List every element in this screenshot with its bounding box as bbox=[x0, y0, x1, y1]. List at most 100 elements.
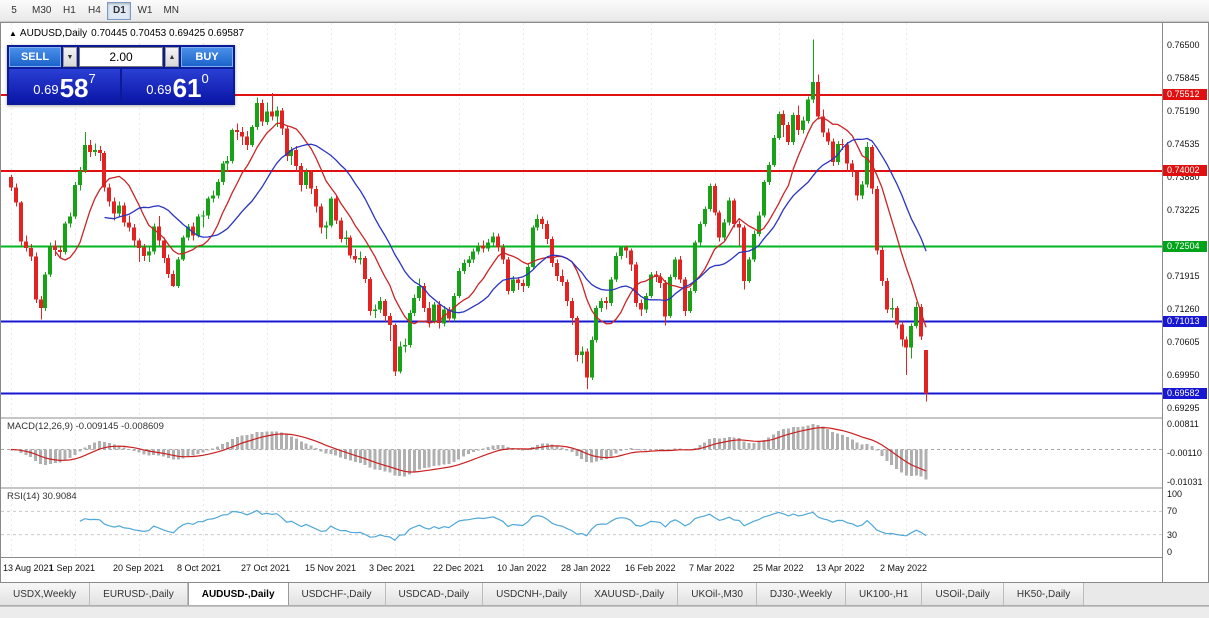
price-level-badge: 0.75512 bbox=[1163, 89, 1207, 100]
chart-ohlc-values: 0.70445 0.70453 0.69425 0.69587 bbox=[91, 28, 245, 39]
candlesticks bbox=[9, 39, 928, 402]
macd-axis-label: -0.01031 bbox=[1167, 477, 1203, 487]
price-level-badge: 0.72504 bbox=[1163, 241, 1207, 252]
horizontal-level-lines bbox=[1, 93, 1162, 395]
buy-price-major: 0.69 bbox=[146, 82, 172, 97]
macd-histogram bbox=[9, 424, 928, 480]
rsi-axis-label: 0 bbox=[1167, 547, 1173, 557]
price-tick: 0.71260 bbox=[1167, 304, 1200, 314]
chart-tabs-bar: USDX,Weekly EURUSD-,Daily AUDUSD-,Daily USD… bbox=[0, 583, 1209, 606]
sell-price-pips: 58 bbox=[59, 73, 89, 103]
chart-title: AUDUSD,Daily bbox=[19, 28, 88, 39]
panel-splitter[interactable] bbox=[1, 487, 1162, 489]
price-tick: 0.74535 bbox=[1167, 139, 1200, 149]
timeframe-button-h4[interactable]: H4 bbox=[82, 2, 106, 20]
chart-tab-audusd[interactable]: AUDUSD-,Daily bbox=[187, 583, 289, 605]
date-label: 13 Apr 2022 bbox=[816, 563, 865, 573]
price-level-badge: 0.74002 bbox=[1163, 165, 1207, 176]
chart-plots: ▲ AUDUSD,Daily 0.70445 0.70453 0.69425 0.6… bbox=[1, 23, 1162, 582]
price-tick: 0.75190 bbox=[1167, 106, 1200, 116]
volume-increase-button[interactable]: ▲ bbox=[165, 47, 179, 67]
macd-axis-label: 0.00811 bbox=[1167, 419, 1199, 429]
buy-price-pips: 61 bbox=[172, 73, 202, 103]
rsi-svg bbox=[1, 489, 1162, 557]
rsi-indicator-panel: RSI(14) 30.9084 bbox=[1, 489, 1162, 557]
timeframe-button-5[interactable]: 5 bbox=[2, 2, 26, 20]
price-tick: 0.69295 bbox=[1167, 403, 1200, 413]
volume-input[interactable] bbox=[79, 47, 163, 67]
buy-price-display[interactable]: 0.69 61 0 bbox=[122, 69, 233, 103]
timeframe-toolbar: 5 M30 H1 H4 D1 W1 MN bbox=[0, 0, 1209, 22]
sell-price-major: 0.69 bbox=[33, 82, 59, 97]
chart-tab-usdcad[interactable]: USDCAD-,Daily bbox=[385, 583, 484, 605]
chart-tab-ukoil[interactable]: UKOil-,M30 bbox=[678, 583, 757, 605]
sell-price-point: 7 bbox=[88, 71, 96, 86]
chart-header: ▲ AUDUSD,Daily 0.70445 0.70453 0.69425 0.6… bbox=[9, 28, 248, 39]
chart-tab-usdx[interactable]: USDX,Weekly bbox=[0, 583, 91, 605]
price-chart-panel: ▲ AUDUSD,Daily 0.70445 0.70453 0.69425 0.6… bbox=[1, 23, 1162, 417]
date-label: 13 Aug 2021 bbox=[3, 563, 54, 573]
panel-splitter[interactable] bbox=[1, 417, 1162, 419]
buy-price-point: 0 bbox=[201, 71, 209, 86]
sell-price-display[interactable]: 0.69 58 7 bbox=[9, 69, 120, 103]
macd-label: MACD(12,26,9) -0.009145 -0.008609 bbox=[7, 421, 164, 432]
chart-tab-usdchf[interactable]: USDCHF-,Daily bbox=[288, 583, 386, 605]
date-label: 25 Mar 2022 bbox=[753, 563, 804, 573]
price-tick: 0.75845 bbox=[1167, 73, 1200, 83]
date-label: 1 Sep 2021 bbox=[49, 563, 96, 573]
price-tick: 0.70605 bbox=[1167, 337, 1200, 347]
chart-tab-eurusd[interactable]: EURUSD-,Daily bbox=[90, 583, 188, 605]
rsi-axis-label: 70 bbox=[1167, 506, 1178, 516]
date-axis: 13 Aug 2021 1 Sep 2021 20 Sep 2021 8 Oct 20… bbox=[1, 557, 1162, 582]
chart-tab-uk100[interactable]: UK100-,H1 bbox=[845, 583, 923, 605]
rsi-label: RSI(14) 30.9084 bbox=[7, 491, 77, 502]
date-label: 22 Dec 2021 bbox=[433, 563, 485, 573]
ma-fast-line bbox=[54, 117, 927, 328]
date-label: 8 Oct 2021 bbox=[177, 563, 222, 573]
date-label: 15 Nov 2021 bbox=[305, 563, 357, 573]
timeframe-button-mn[interactable]: MN bbox=[158, 2, 184, 20]
macd-svg bbox=[1, 419, 1162, 487]
date-label: 2 May 2022 bbox=[880, 563, 928, 573]
ma-slow-line bbox=[104, 137, 927, 314]
macd-indicator-panel: MACD(12,26,9) -0.009145 -0.008609 bbox=[1, 419, 1162, 487]
sell-button[interactable]: SELL bbox=[9, 47, 61, 67]
price-tick: 0.73225 bbox=[1167, 205, 1200, 215]
price-level-badge: 0.69582 bbox=[1163, 388, 1207, 399]
date-label: 27 Oct 2021 bbox=[241, 563, 291, 573]
price-tick: 0.76500 bbox=[1167, 40, 1200, 50]
buy-button[interactable]: BUY bbox=[181, 47, 233, 67]
timeframe-button-m30[interactable]: M30 bbox=[27, 2, 56, 20]
date-label: 7 Mar 2022 bbox=[689, 563, 735, 573]
price-tick: 0.71915 bbox=[1167, 271, 1200, 281]
timeframe-button-h1[interactable]: H1 bbox=[57, 2, 81, 20]
timeframe-button-w1[interactable]: W1 bbox=[132, 2, 157, 20]
collapse-panel-icon[interactable]: ▲ bbox=[9, 29, 17, 38]
macd-axis-label: -0.00110 bbox=[1167, 448, 1202, 458]
chart-tab-hk50[interactable]: HK50-,Daily bbox=[1003, 583, 1085, 605]
chart-tab-usdcnh[interactable]: USDCNH-,Daily bbox=[483, 583, 582, 605]
volume-decrease-button[interactable]: ▼ bbox=[63, 47, 77, 67]
chart-tab-xauusd[interactable]: XAUUSD-,Daily bbox=[581, 583, 679, 605]
rsi-axis-label: 30 bbox=[1167, 530, 1178, 540]
rsi-axis-label: 100 bbox=[1167, 489, 1183, 499]
price-tick: 0.73880 bbox=[1167, 172, 1200, 182]
chart-tab-usoil[interactable]: USOil-,Daily bbox=[922, 583, 1004, 605]
price-axis: 0.76500 0.75845 0.75190 0.74535 0.73880 0.732… bbox=[1162, 23, 1208, 582]
price-level-badge: 0.71013 bbox=[1163, 316, 1207, 327]
price-tick: 0.69950 bbox=[1167, 370, 1200, 380]
timeframe-button-d1[interactable]: D1 bbox=[107, 1, 132, 20]
chart-window: ▲ AUDUSD,Daily 0.70445 0.70453 0.69425 0.6… bbox=[0, 22, 1209, 583]
date-label: 3 Dec 2021 bbox=[369, 563, 416, 573]
date-label: 16 Feb 2022 bbox=[625, 563, 676, 573]
rsi-line bbox=[79, 509, 927, 541]
date-label: 20 Sep 2021 bbox=[113, 563, 165, 573]
chart-tab-dj30[interactable]: DJ30-,Weekly bbox=[756, 583, 846, 605]
bottom-strip bbox=[0, 606, 1209, 618]
trade-controls-row: SELL ▼ ▲ BUY bbox=[9, 47, 233, 67]
macd-signal-line bbox=[10, 426, 927, 473]
date-label: 10 Jan 2022 bbox=[497, 563, 547, 573]
trade-prices-row: 0.69 58 7 0.69 61 0 bbox=[9, 69, 233, 103]
